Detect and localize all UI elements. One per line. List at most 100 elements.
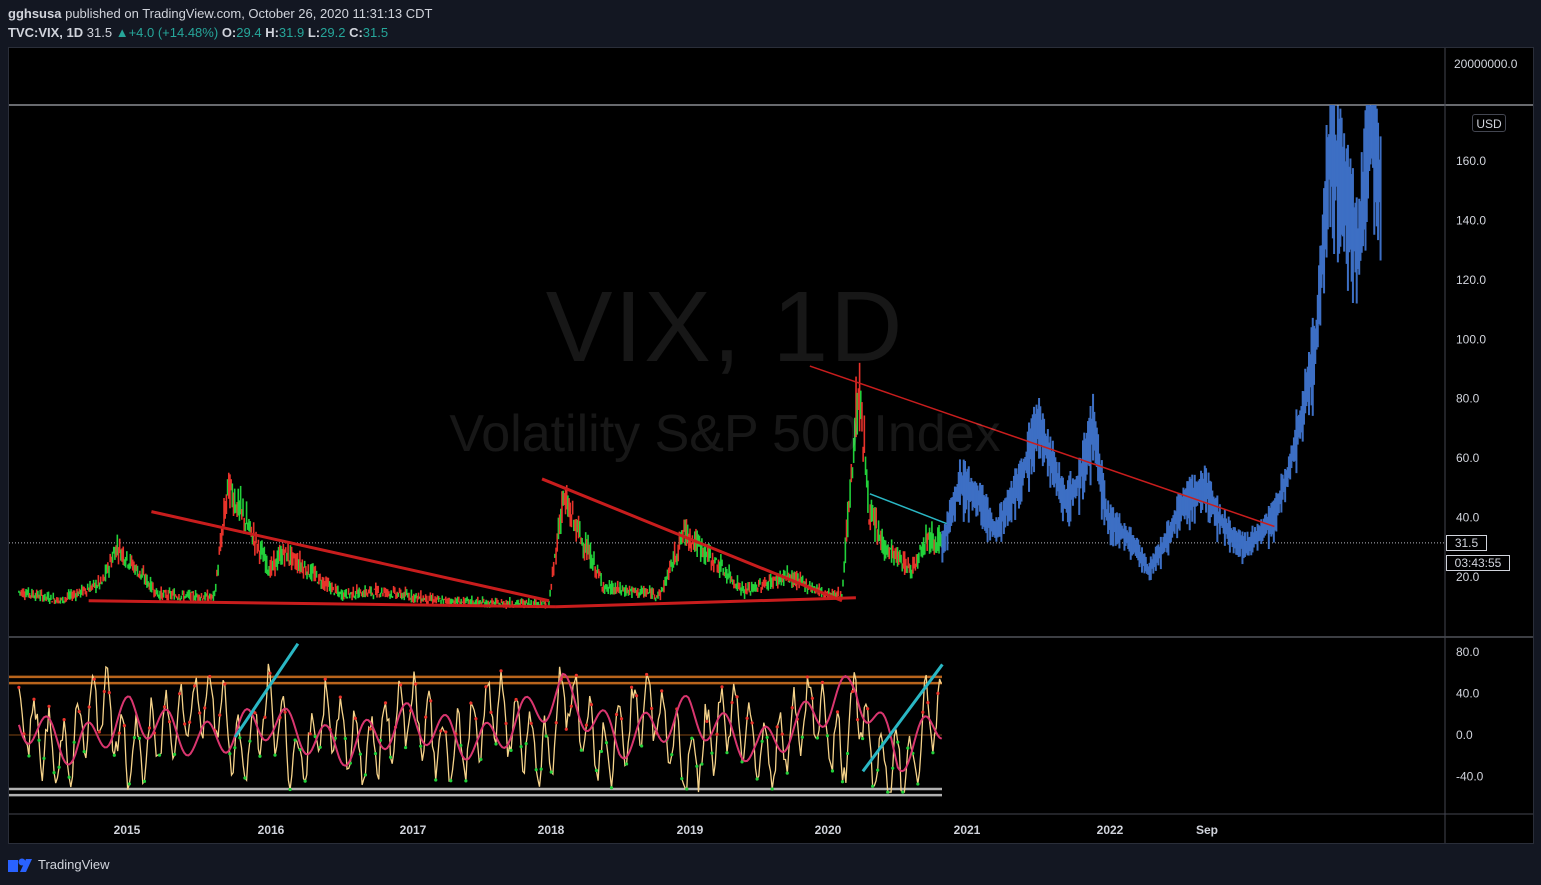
chart-frame[interactable] xyxy=(8,47,1534,844)
open-value: 29.4 xyxy=(236,25,262,40)
oscillator-marker xyxy=(916,782,920,786)
time-axis-tick: 2015 xyxy=(114,823,141,837)
oscillator-marker xyxy=(705,719,709,724)
oscillator-marker xyxy=(484,685,488,689)
oscillator-marker xyxy=(845,751,850,756)
oscillator-marker xyxy=(62,718,66,722)
oscillator-marker xyxy=(539,767,543,771)
oscillator-marker xyxy=(534,768,538,772)
price-axis-tick: 160.0 xyxy=(1456,154,1486,168)
oscillator-marker xyxy=(283,710,287,714)
oscillator-marker xyxy=(434,778,438,782)
tradingview-logo-icon xyxy=(8,858,32,872)
currency-badge[interactable]: USD xyxy=(1472,114,1506,132)
watermark-symbol: VIX, 1D xyxy=(545,271,905,383)
trendline xyxy=(555,596,856,609)
oscillator-marker xyxy=(479,757,483,762)
change-arrow-icon: ▲ xyxy=(115,25,129,40)
oscillator-marker xyxy=(770,787,774,791)
oscillator-marker xyxy=(97,730,101,734)
oscillator-marker xyxy=(419,744,423,748)
oscillator-marker xyxy=(228,752,232,756)
oscillator-marker xyxy=(449,779,453,783)
oscillator-marker xyxy=(635,694,639,698)
close-value: 31.5 xyxy=(362,25,389,40)
oscillator-marker xyxy=(459,743,463,747)
oscillator-marker xyxy=(936,691,940,695)
oscillator-marker xyxy=(248,739,252,743)
watermark-description: Volatility S&P 500 Index xyxy=(449,405,1001,463)
oscillator-marker xyxy=(760,739,764,743)
oscillator-marker xyxy=(273,753,277,757)
oscillator-marker xyxy=(710,751,714,755)
oscillator-marker xyxy=(750,721,754,725)
oscillator-marker xyxy=(815,736,819,740)
oscillator-marker xyxy=(901,790,905,794)
oscillator-marker xyxy=(243,776,247,780)
oscillator-marker xyxy=(494,742,498,746)
oscillator-marker xyxy=(398,683,403,687)
oscillator-marker xyxy=(383,701,388,705)
last-price-tag: 31.5 xyxy=(1446,535,1487,551)
oscillator-marker xyxy=(604,741,609,745)
oscillator-marker xyxy=(323,677,327,681)
oscillator-marker xyxy=(32,697,36,701)
price-axis-tick: 40.0 xyxy=(1456,511,1480,525)
oscillator-marker xyxy=(17,685,21,689)
publish-info: gghsusa published on TradingView.com, Oc… xyxy=(8,6,432,21)
price-axis-top-tick: 20000000.0 xyxy=(1454,57,1518,71)
change-value: +4.0 (+14.48%) xyxy=(128,25,219,40)
oscillator-marker xyxy=(403,745,408,750)
trendline xyxy=(541,477,843,603)
oscillator-marker xyxy=(147,726,152,730)
oscillator-marker xyxy=(178,692,182,696)
oscillator-axis-tick: 40.0 xyxy=(1456,687,1480,701)
time-axis-tick: 2019 xyxy=(677,823,704,837)
oscillator-marker xyxy=(343,736,347,741)
oscillator-marker xyxy=(193,684,197,688)
oscillator-marker xyxy=(785,771,789,775)
author-name[interactable]: gghsusa xyxy=(8,6,62,21)
oscillator-marker xyxy=(368,727,373,731)
tradingview-brand[interactable]: TradingView xyxy=(8,856,110,872)
oscillator-marker xyxy=(203,706,207,710)
oscillator-marker xyxy=(529,721,533,726)
oscillator-marker xyxy=(584,723,588,727)
oscillator-marker xyxy=(414,682,418,686)
oscillator-axis-tick: 0.0 xyxy=(1456,728,1473,742)
oscillator-marker xyxy=(906,746,910,750)
oscillator-marker xyxy=(92,677,96,681)
oscillator-marker xyxy=(524,741,528,746)
oscillator-marker xyxy=(790,706,794,710)
oscillator-marker xyxy=(183,722,187,726)
oscillator-marker xyxy=(855,718,860,722)
oscillator-marker xyxy=(800,735,804,739)
oscillator-marker xyxy=(127,782,131,786)
price-axis-tick: 120.0 xyxy=(1456,273,1486,287)
oscillator-axis-tick: 80.0 xyxy=(1456,645,1480,659)
oscillator-marker xyxy=(47,704,51,708)
oscillator-marker xyxy=(519,745,523,749)
oscillator-marker xyxy=(388,755,393,759)
oscillator-marker xyxy=(87,705,91,709)
oscillator-marker xyxy=(489,710,493,714)
trendline xyxy=(88,599,556,609)
oscillator-trendline xyxy=(233,642,300,738)
oscillator-marker xyxy=(137,736,142,740)
symbol-label[interactable]: TVC:VIX, 1D xyxy=(8,25,84,40)
oscillator-marker xyxy=(735,695,739,699)
chart-header: gghsusa published on TradingView.com, Oc… xyxy=(0,0,1541,46)
oscillator-marker xyxy=(931,751,935,755)
trendline xyxy=(151,510,550,603)
oscillator-marker xyxy=(700,762,704,766)
oscillator-marker xyxy=(921,710,925,714)
trendline xyxy=(869,493,947,525)
oscillator-marker xyxy=(805,675,809,679)
oscillator-marker xyxy=(363,773,368,777)
time-axis-tick: 2020 xyxy=(815,823,842,837)
oscillator-marker xyxy=(745,716,749,720)
oscillator-marker xyxy=(258,754,262,758)
oscillator-marker xyxy=(810,696,814,700)
time-axis-tick: 2017 xyxy=(400,823,427,837)
